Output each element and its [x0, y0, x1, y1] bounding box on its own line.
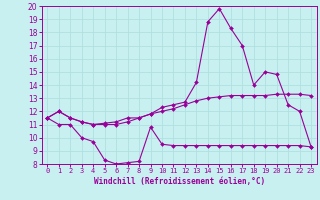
X-axis label: Windchill (Refroidissement éolien,°C): Windchill (Refroidissement éolien,°C)	[94, 177, 265, 186]
